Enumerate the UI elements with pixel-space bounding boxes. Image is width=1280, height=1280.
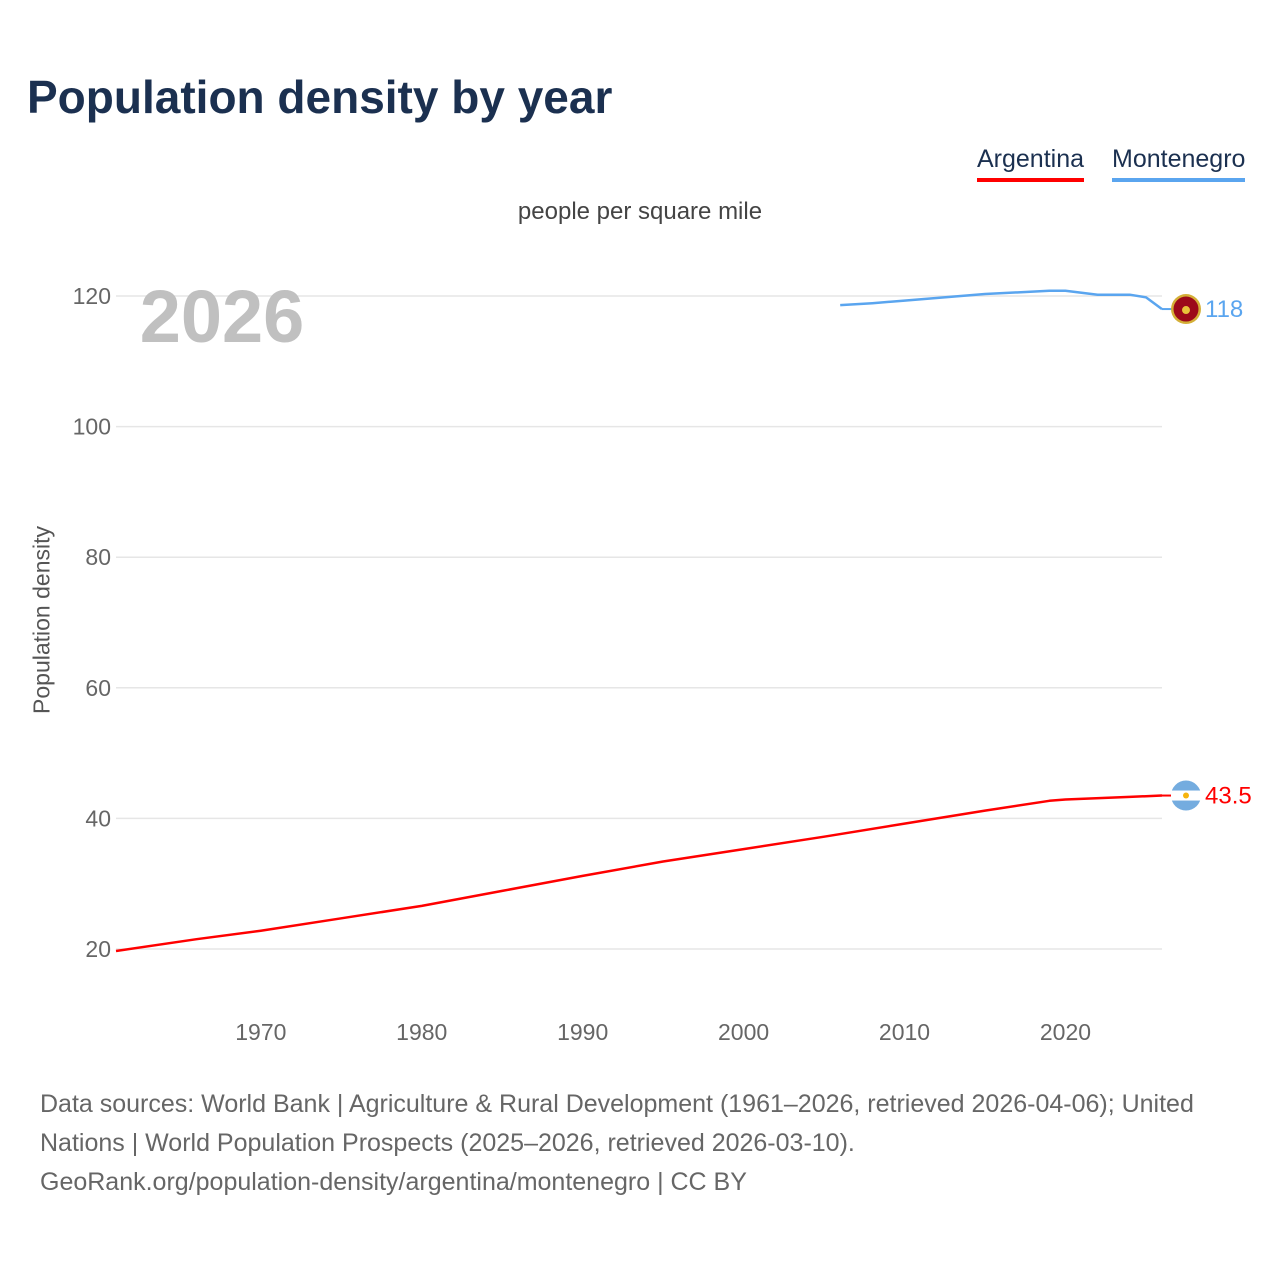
y-tick-label: 100 bbox=[73, 414, 111, 440]
chart-title: Population density by year bbox=[27, 71, 613, 123]
y-tick-label: 60 bbox=[85, 675, 111, 701]
series-line-argentina bbox=[115, 794, 1163, 953]
series-line-montenegro bbox=[840, 289, 1163, 311]
y-tick-label: 20 bbox=[85, 936, 111, 962]
year-overlay: 2026 bbox=[140, 275, 305, 358]
x-tick-label: 1980 bbox=[396, 1019, 447, 1045]
legend-label: Argentina bbox=[977, 145, 1085, 173]
legend-item-argentina[interactable]: Argentina bbox=[977, 145, 1085, 182]
x-tick-label: 2020 bbox=[1040, 1019, 1091, 1045]
y-tick-label: 40 bbox=[85, 805, 111, 831]
montenegro-flag-icon bbox=[1171, 294, 1201, 325]
end-value-label: 43.5 bbox=[1205, 783, 1252, 810]
chart-subtitle: people per square mile bbox=[517, 198, 763, 225]
flag-emblem bbox=[1182, 306, 1190, 315]
source-link[interactable]: GeoRank.org/population-density/argentina… bbox=[40, 1168, 747, 1196]
data-sources: Data sources: World Bank | Agriculture &… bbox=[40, 1090, 1194, 1157]
y-tick-label: 80 bbox=[85, 544, 111, 570]
footer: Data sources: World Bank | Agriculture &… bbox=[40, 1085, 1250, 1202]
flag-sun bbox=[1183, 792, 1189, 799]
x-tick-label: 2000 bbox=[718, 1019, 769, 1045]
x-tick-label: 1970 bbox=[235, 1019, 286, 1045]
argentina-flag-icon bbox=[1171, 780, 1201, 811]
end-value-label: 118 bbox=[1205, 296, 1243, 323]
legend-label: Montenegro bbox=[1112, 145, 1246, 173]
y-tick-label: 120 bbox=[73, 283, 111, 309]
x-tick-label: 1990 bbox=[557, 1019, 608, 1045]
x-tick-label: 2010 bbox=[879, 1019, 930, 1045]
legend-item-montenegro[interactable]: Montenegro bbox=[1112, 145, 1246, 182]
